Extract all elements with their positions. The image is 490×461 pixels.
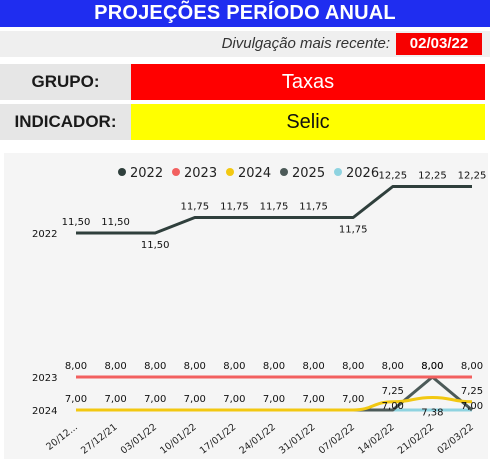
data-label-2025-9: 8,00: [421, 361, 443, 372]
indicador-label: INDICADOR:: [0, 104, 131, 140]
y-row-label-2024: 2024: [32, 406, 57, 417]
grupo-label: GRUPO:: [0, 64, 131, 100]
data-label-2024-0: 7,00: [65, 394, 87, 405]
data-label-2023-6: 8,00: [302, 361, 324, 372]
data-label-2023-5: 8,00: [263, 361, 285, 372]
page-title: PROJEÇÕES PERÍODO ANUAL: [0, 0, 490, 27]
data-label-2022-5: 11,75: [260, 202, 289, 213]
x-tick-label-0: 20/12...: [44, 422, 79, 453]
legend-marker-2022: [118, 168, 126, 176]
y-row-label-2023: 2023: [32, 373, 57, 384]
data-label-2022-8: 12,25: [378, 171, 407, 182]
legend-label-2022: 2022: [130, 166, 163, 181]
data-label-2024-6: 7,00: [302, 394, 324, 405]
data-label-2024-7: 7,00: [342, 394, 364, 405]
release-date-row: Divulgação mais recente: 02/03/22: [0, 31, 490, 57]
x-tick-label-3: 10/01/22: [158, 422, 198, 457]
data-label-2022-3: 11,75: [180, 202, 209, 213]
data-label-2024-9: 7,38: [421, 407, 443, 418]
data-label-2025-10: 7,00: [461, 401, 483, 412]
legend-marker-2025: [280, 168, 288, 176]
legend-label-2026: 2026: [346, 166, 379, 181]
data-label-2024-3: 7,00: [184, 394, 206, 405]
data-label-2023-2: 8,00: [144, 361, 166, 372]
x-tick-label-1: 27/12/21: [79, 422, 119, 457]
data-label-2022-10: 12,25: [458, 171, 487, 182]
data-label-2023-9: 8,00: [421, 361, 443, 372]
data-label-2022-4: 11,75: [220, 202, 249, 213]
series-line-2022: [76, 185, 472, 235]
x-tick-label-6: 31/01/22: [277, 422, 317, 457]
chart-panel: 2022 2023 2024 2025 2026 2022 2023 2024 11,50 11,…: [4, 153, 488, 459]
legend-marker-2023: [172, 168, 180, 176]
x-tick-label-8: 14/02/22: [356, 422, 396, 457]
data-label-2023-1: 8,00: [104, 361, 126, 372]
release-date-label: Divulgação mais recente:: [221, 35, 390, 52]
x-tick-label-4: 17/01/22: [198, 422, 238, 457]
legend-label-2025: 2025: [292, 166, 325, 181]
legend-marker-2024: [226, 168, 234, 176]
x-tick-label-5: 24/01/22: [237, 422, 277, 457]
x-tick-label-2: 03/01/22: [119, 422, 159, 457]
data-label-2024-1: 7,00: [104, 394, 126, 405]
data-label-2024-2: 7,00: [144, 394, 166, 405]
data-label-2023-0: 8,00: [65, 361, 87, 372]
grupo-selector[interactable]: Taxas: [131, 64, 485, 100]
legend-label-2023: 2023: [184, 166, 217, 181]
data-label-2022-7: 11,75: [339, 225, 368, 236]
projection-line-chart: 2022 2023 2024 2025 2026 2022 2023 2024 11,50 11,…: [32, 166, 487, 457]
x-tick-label-10: 02/03/22: [435, 422, 475, 457]
data-label-2023-4: 8,00: [223, 361, 245, 372]
data-label-2022-6: 11,75: [299, 202, 328, 213]
legend-label-2024: 2024: [238, 166, 271, 181]
data-label-2023-10: 8,00: [461, 361, 483, 372]
indicador-selector[interactable]: Selic: [131, 104, 485, 140]
data-label-2022-2: 11,50: [141, 240, 170, 251]
data-label-2025-8: 7,00: [382, 401, 404, 412]
x-tick-label-9: 21/02/22: [396, 422, 436, 457]
data-label-2024-8: 7,25: [382, 386, 404, 397]
data-label-2024-5: 7,00: [263, 394, 285, 405]
data-label-2022-9: 12,25: [418, 171, 447, 182]
legend-marker-2026: [334, 168, 342, 176]
data-label-2023-3: 8,00: [184, 361, 206, 372]
release-date-value: 02/03/22: [396, 33, 482, 55]
data-label-2023-7: 8,00: [342, 361, 364, 372]
data-label-2022-0: 11,50: [62, 217, 91, 228]
data-label-2024-4: 7,00: [223, 394, 245, 405]
data-label-2023-8: 8,00: [382, 361, 404, 372]
x-tick-label-7: 07/02/22: [317, 422, 357, 457]
data-label-2022-1: 11,50: [101, 217, 130, 228]
data-label-2024-10: 7,25: [461, 386, 483, 397]
y-row-label-2022: 2022: [32, 229, 57, 240]
series-line-2024: [75, 395, 473, 412]
